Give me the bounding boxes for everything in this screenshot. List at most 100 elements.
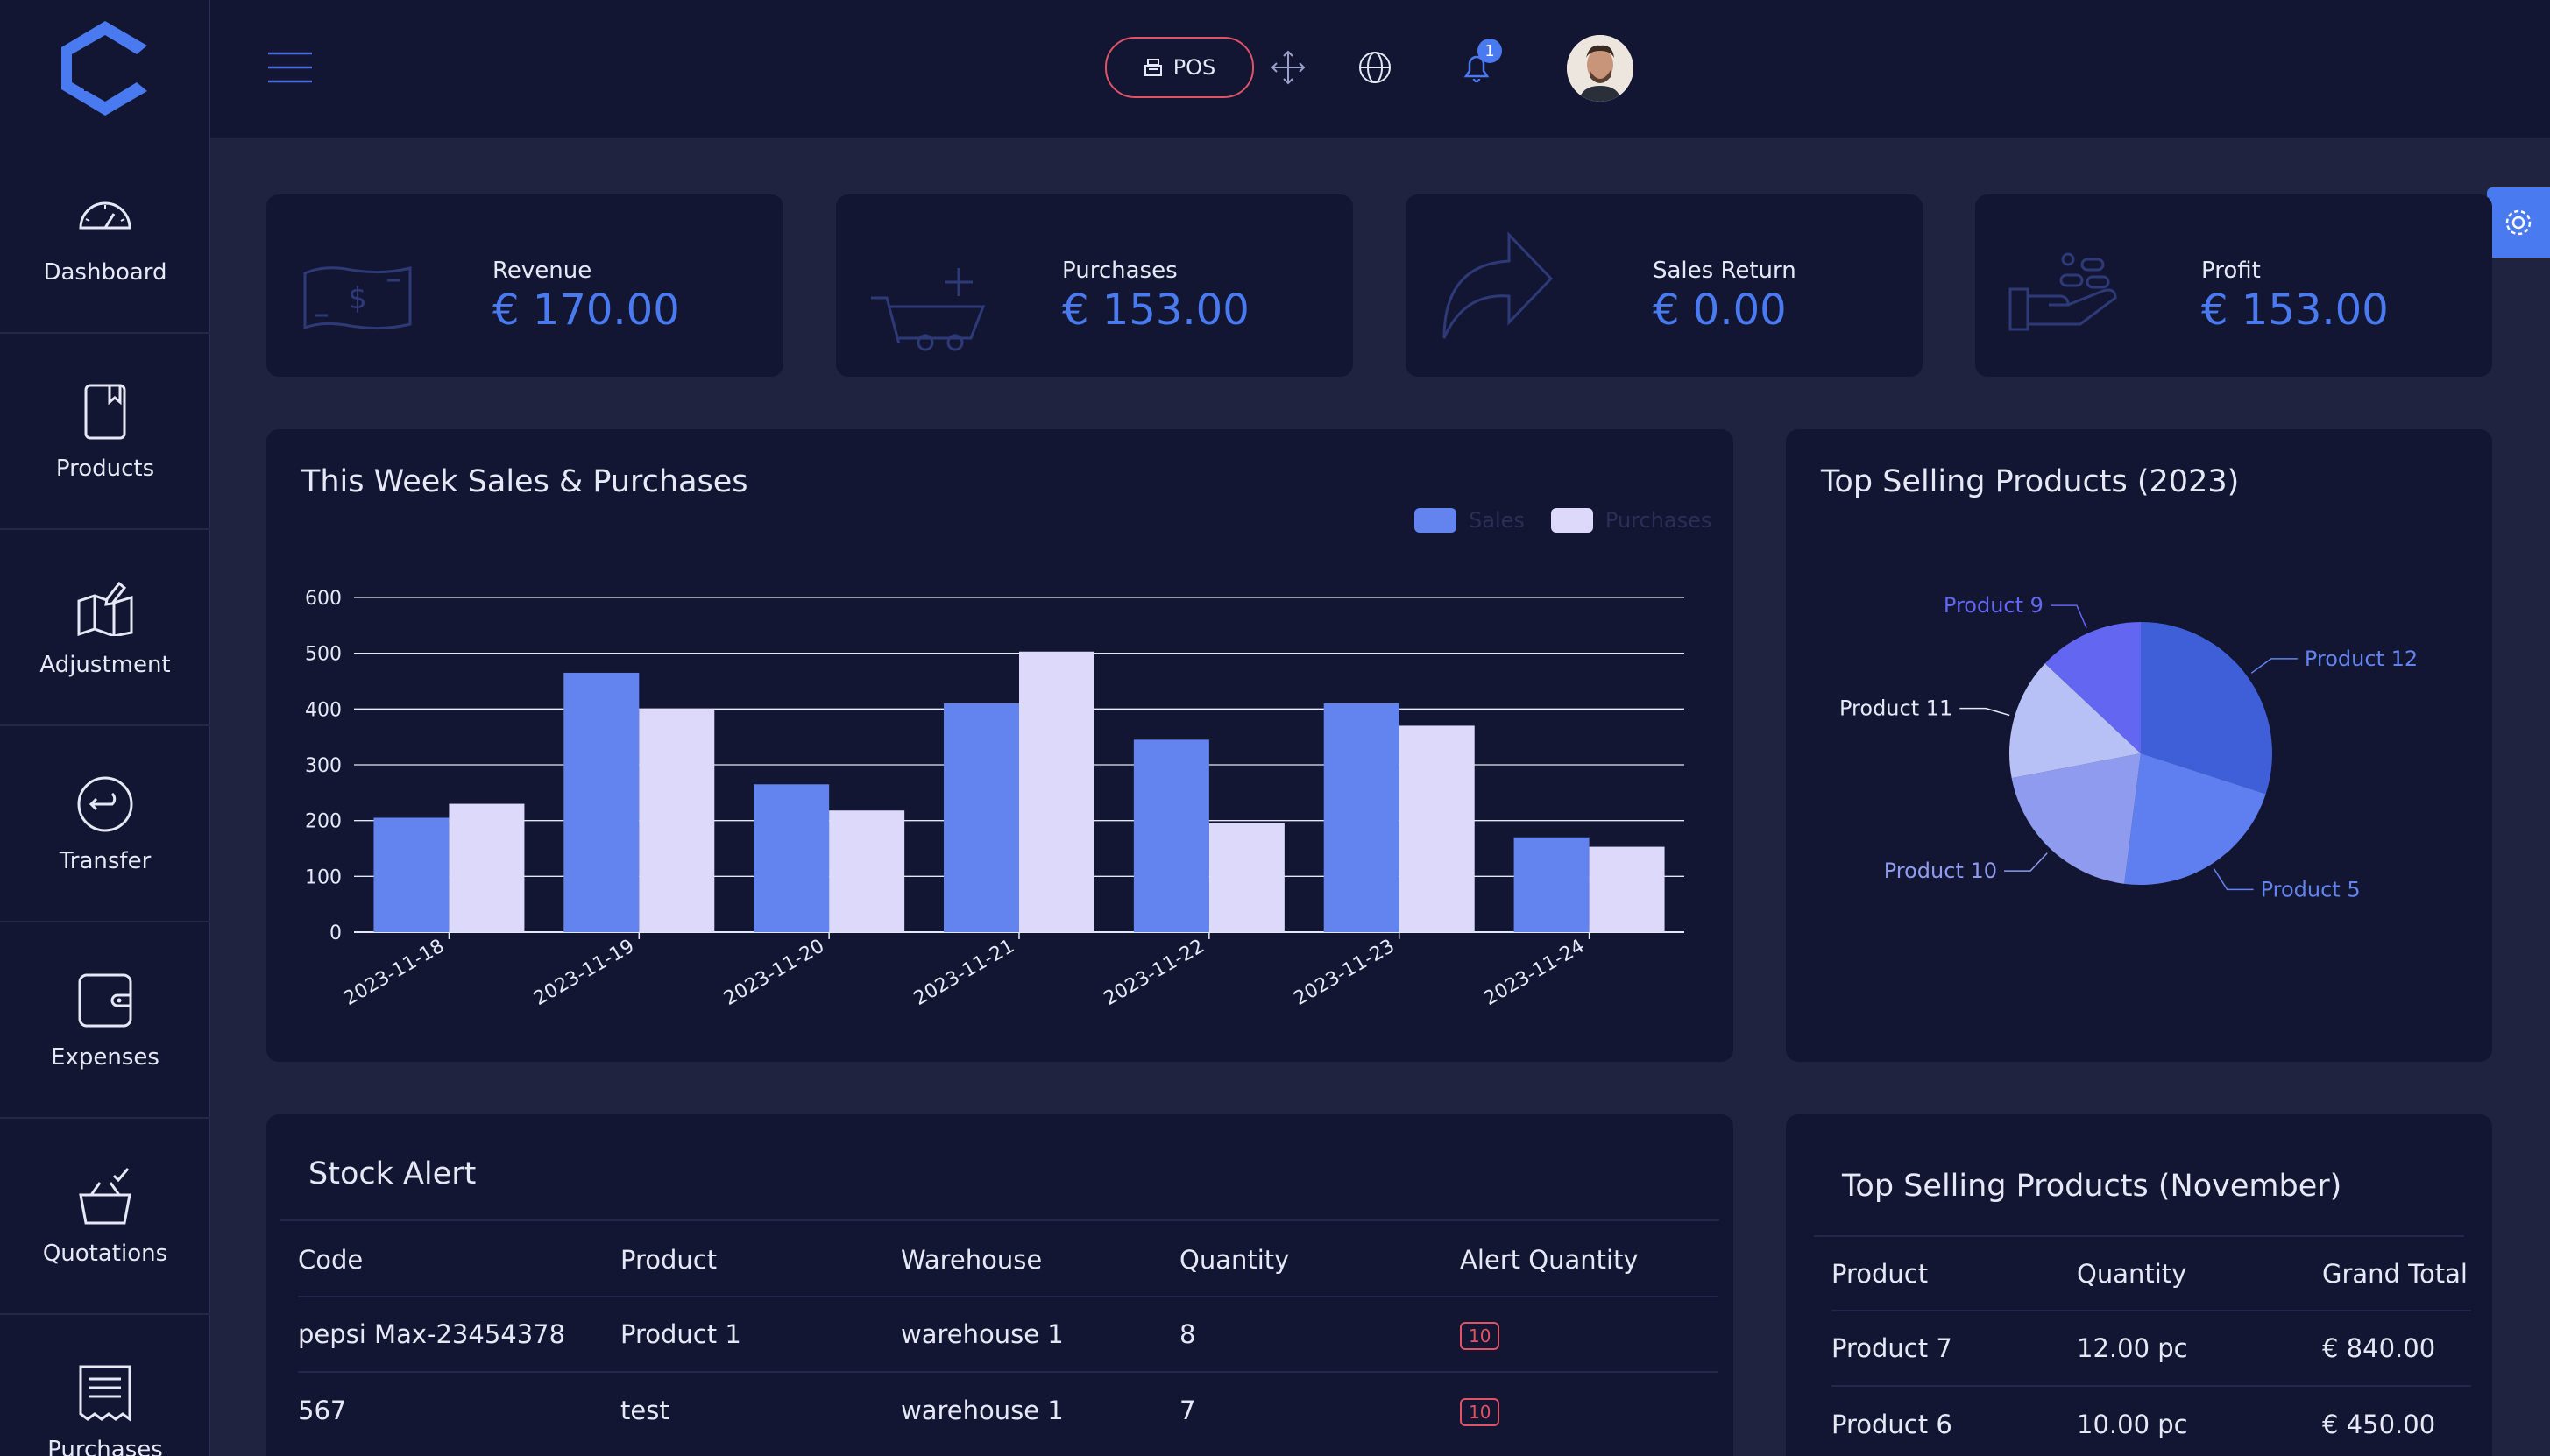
banknote-icon: $ [303,266,412,330]
menu-toggle-button[interactable] [268,51,312,84]
cell-alert-quantity: 10 [1460,1371,1718,1447]
cell-code: 567 [298,1371,620,1447]
sidebar-item-expenses[interactable]: Expenses [0,922,210,1119]
column-header[interactable]: Code [298,1244,364,1275]
bar-sales[interactable] [1513,837,1590,932]
user-avatar[interactable] [1567,35,1633,102]
bar-purchases[interactable] [1019,651,1094,932]
sidebar-item-label: Quotations [42,1240,168,1267]
x-tick-label: 2023-11-19 [530,936,638,1011]
sidebar-item-label: Purchases [47,1437,163,1456]
pie-slice[interactable] [2141,622,2272,795]
top-products-chart-title: Top Selling Products (2023) [1821,464,2240,499]
pie-slice[interactable] [2044,622,2141,753]
column-header[interactable]: Warehouse [901,1244,1043,1275]
pie-label-leader [2213,868,2254,891]
column-header[interactable]: Product [1831,1258,1929,1289]
column-header[interactable]: Alert Quantity [1460,1244,1639,1275]
app-logo[interactable] [53,16,158,121]
table-row[interactable]: 567 test warehouse 1 7 10 [298,1371,1718,1447]
cart-wheels-icon [917,334,964,351]
bar-purchases[interactable] [639,709,715,932]
language-button[interactable] [1353,46,1397,89]
column-header[interactable]: Product [620,1244,718,1275]
y-tick-label: 100 [305,866,342,888]
sidebar-item-purchases[interactable]: Purchases [0,1315,210,1456]
svg-text:$: $ [348,281,367,316]
map-pen-icon [74,576,137,640]
x-tick-label: 2023-11-20 [720,936,828,1011]
bar-purchases[interactable] [1589,846,1665,932]
bar-purchases[interactable] [829,810,905,932]
cart-plus-icon [871,268,986,343]
cell-product: Product 6 [1831,1385,2077,1456]
column-header[interactable]: Quantity [2077,1258,2187,1289]
table-row[interactable]: pepsi Max-23454378 Product 1 warehouse 1… [298,1296,1718,1372]
cell-warehouse: warehouse 1 [901,1371,1179,1447]
divider [1814,1235,2464,1237]
x-tick-label: 2023-11-23 [1290,936,1398,1011]
divider [280,1219,1719,1221]
bar-sales[interactable] [373,817,450,932]
cell-quantity: 10.00 pc [2077,1385,2322,1456]
bar-purchases[interactable] [1208,823,1285,932]
sidebar-item-transfer[interactable]: Transfer [0,726,210,922]
pie-slice[interactable] [2009,663,2141,779]
bar-sales[interactable] [944,703,1019,932]
notification-count-badge: 1 [1477,39,1502,63]
pie-slice-label: Product 5 [2261,877,2361,901]
wallet-icon [74,969,137,1032]
bell-icon [1463,55,1490,83]
stat-label: Sales Return [1653,258,1796,284]
sidebar-item-label: Dashboard [43,259,167,286]
sidebar-item-quotations[interactable]: Quotations [0,1119,210,1315]
cell-quantity: 8 [1179,1296,1460,1372]
sidebar-item-dashboard[interactable]: Dashboard [0,138,210,334]
theme-settings-button[interactable] [2487,187,2550,258]
book-icon [74,380,137,443]
x-tick-label: 2023-11-21 [910,936,1018,1011]
stock-alert-card: Stock Alert Code Product Warehouse Quant… [266,1114,1733,1456]
cell-warehouse: warehouse 1 [901,1296,1179,1372]
x-tick-label: 2023-11-24 [1480,936,1588,1011]
top-november-title: Top Selling Products (November) [1842,1169,2342,1204]
pie-slice-label: Product 11 [1839,696,1952,721]
gauge-icon [74,184,137,247]
pos-button[interactable]: POS [1105,37,1254,98]
sidebar-item-label: Expenses [51,1044,159,1071]
pie-slice-label: Product 9 [1944,593,2044,618]
pie-slice[interactable] [2011,753,2141,884]
column-header[interactable]: Grand Total [2322,1258,2468,1289]
legend-swatch-sales[interactable] [1414,508,1456,533]
stat-label: Purchases [1062,258,1178,284]
top-november-card: Top Selling Products (November) Product … [1786,1114,2492,1456]
legend-label-sales[interactable]: Sales [1469,508,1525,533]
legend-swatch-purchases[interactable] [1550,508,1593,533]
bar-sales[interactable] [754,784,830,932]
y-tick-label: 300 [305,755,342,777]
bar-purchases[interactable] [1399,725,1475,932]
bar-sales[interactable] [1323,703,1399,932]
cell-code: pepsi Max-23454378 [298,1296,620,1372]
notifications-button[interactable]: 1 [1455,39,1502,89]
fullscreen-button[interactable] [1266,46,1310,89]
sidebar-item-adjustment[interactable]: Adjustment [0,530,210,726]
sidebar-nav: Dashboard Products Adjustment Transfer E… [0,138,210,1456]
y-tick-label: 600 [305,588,342,610]
table-row[interactable]: Product 7 12.00 pc € 840.00 [1831,1310,2471,1386]
sidebar-item-products[interactable]: Products [0,334,210,530]
pie-label-leader [1959,707,2010,717]
table-row[interactable]: Product 6 10.00 pc € 450.00 [1831,1385,2471,1456]
pie-slice[interactable] [2124,753,2266,885]
legend-label-purchases[interactable]: Purchases [1604,508,1712,533]
pie-label-leader [2250,658,2298,674]
bar-purchases[interactable] [449,803,525,932]
weekly-bar-chart: 0 100 200 300 400 500 600 2023-11-18 2023-11-19 2… [305,588,1684,1011]
bar-sales[interactable] [563,672,640,932]
y-tick-label: 0 [329,922,342,944]
bar-sales[interactable] [1133,739,1209,932]
hand-coins-icon [2008,252,2117,331]
pie-slice-label: Product 12 [2305,647,2418,671]
move-arrows-icon [1271,50,1306,85]
column-header[interactable]: Quantity [1179,1244,1290,1275]
